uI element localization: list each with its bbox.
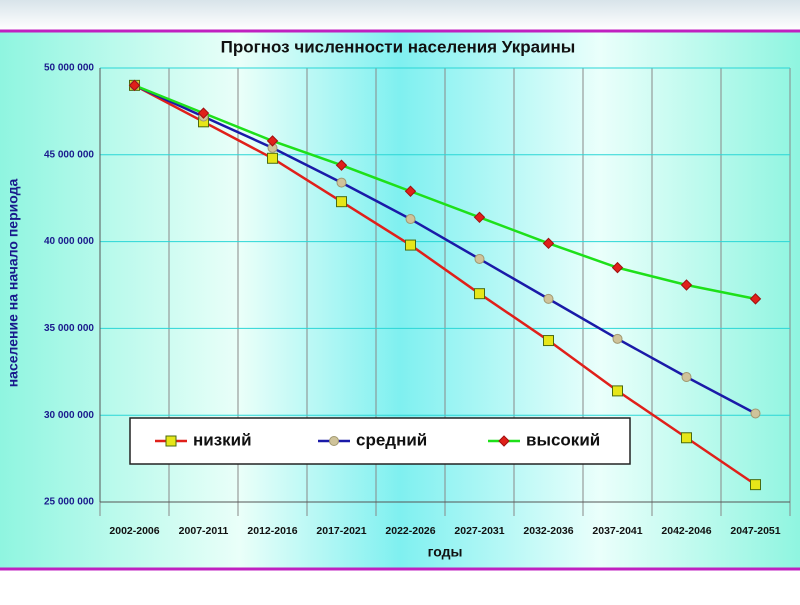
- marker: [404, 185, 417, 197]
- y-tick-label: 30 000 000: [44, 410, 94, 421]
- marker: [611, 261, 624, 274]
- legend-marker: [498, 435, 510, 447]
- x-tick-label: 2002-2006: [109, 525, 159, 537]
- marker: [405, 214, 416, 225]
- marker: [474, 288, 485, 300]
- y-tick-label: 35 000 000: [44, 323, 94, 334]
- y-tick-label: 50 000 000: [44, 63, 94, 74]
- x-tick-label: 2047-2051: [730, 525, 780, 537]
- x-tick-label: 2022-2026: [385, 525, 435, 537]
- header-strip: [0, 0, 800, 30]
- legend-label: низкий: [193, 430, 252, 449]
- y-tick-label: 45 000 000: [44, 149, 94, 160]
- legend-label: высокий: [526, 430, 600, 449]
- x-tick-label: 2037-2041: [592, 525, 642, 537]
- y-axis-title: население на начало периода: [5, 178, 21, 387]
- marker: [336, 196, 347, 208]
- marker: [542, 237, 555, 250]
- marker: [335, 159, 348, 171]
- legend-marker: [165, 435, 177, 447]
- series-line: [133, 84, 757, 415]
- marker: [267, 152, 278, 164]
- chart-title: Прогноз численности населения Украины: [221, 37, 576, 56]
- marker: [474, 253, 485, 264]
- x-tick-label: 2017-2021: [316, 525, 366, 537]
- x-tick-label: 2012-2016: [247, 525, 297, 537]
- chart-background: [0, 31, 800, 569]
- marker: [612, 385, 623, 397]
- x-axis-title: годы: [428, 544, 463, 560]
- legend: низкий средний высокий: [129, 417, 631, 465]
- marker: [750, 408, 761, 419]
- y-tick-label: 40 000 000: [44, 236, 94, 247]
- marker: [750, 479, 761, 491]
- marker: [612, 333, 623, 344]
- marker: [543, 293, 554, 304]
- marker: [336, 177, 347, 188]
- marker: [266, 135, 279, 147]
- legend-box: [129, 417, 631, 465]
- marker: [543, 335, 554, 347]
- x-tick-label: 2007-2011: [179, 525, 229, 537]
- marker: [405, 239, 416, 251]
- marker: [680, 279, 693, 291]
- marker: [681, 432, 692, 444]
- legend-label: средний: [356, 430, 427, 449]
- marker: [197, 107, 210, 119]
- x-tick-label: 2042-2046: [661, 525, 711, 537]
- series-line: [134, 84, 756, 301]
- marker: [681, 372, 692, 383]
- y-tick-label: 25 000 000: [44, 497, 94, 508]
- marker: [473, 211, 486, 224]
- x-tick-label: 2027-2031: [454, 525, 504, 537]
- series-line: [133, 84, 757, 486]
- x-tick-label: 2032-2036: [523, 525, 573, 537]
- marker: [128, 79, 141, 92]
- marker: [749, 293, 762, 305]
- legend-marker: [329, 436, 339, 446]
